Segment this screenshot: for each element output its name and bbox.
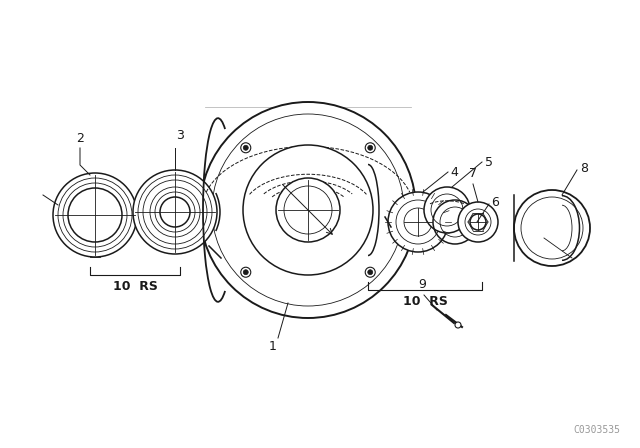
Text: 8: 8 [580, 161, 588, 175]
Circle shape [243, 270, 248, 275]
Circle shape [138, 175, 212, 249]
Text: 10  RS: 10 RS [403, 295, 447, 308]
Text: 7: 7 [469, 167, 477, 180]
Circle shape [200, 102, 416, 318]
Circle shape [143, 180, 207, 244]
Text: 9: 9 [418, 278, 426, 291]
Circle shape [133, 170, 217, 254]
Circle shape [243, 145, 373, 275]
Circle shape [241, 267, 251, 277]
Circle shape [365, 143, 375, 153]
Circle shape [424, 187, 470, 233]
Circle shape [404, 208, 432, 236]
Text: 4: 4 [450, 165, 458, 178]
Text: 1: 1 [269, 340, 277, 353]
Circle shape [470, 214, 486, 230]
Circle shape [276, 178, 340, 242]
Text: 6: 6 [491, 195, 499, 208]
Circle shape [63, 183, 127, 247]
Text: 3: 3 [176, 129, 184, 142]
Circle shape [458, 202, 498, 242]
Circle shape [365, 267, 375, 277]
Circle shape [160, 197, 190, 227]
Text: 2: 2 [76, 132, 84, 145]
Text: 5: 5 [485, 155, 493, 168]
Circle shape [431, 194, 463, 226]
Circle shape [368, 270, 372, 275]
Circle shape [388, 192, 448, 252]
Circle shape [455, 322, 461, 328]
Circle shape [68, 188, 122, 242]
Circle shape [514, 190, 590, 266]
Circle shape [58, 178, 132, 252]
Circle shape [53, 173, 137, 257]
Circle shape [368, 145, 372, 150]
Circle shape [243, 145, 248, 150]
Circle shape [150, 187, 200, 237]
Text: C0303535: C0303535 [573, 425, 620, 435]
Circle shape [241, 143, 251, 153]
Circle shape [155, 192, 195, 232]
Text: 10  RS: 10 RS [113, 280, 157, 293]
